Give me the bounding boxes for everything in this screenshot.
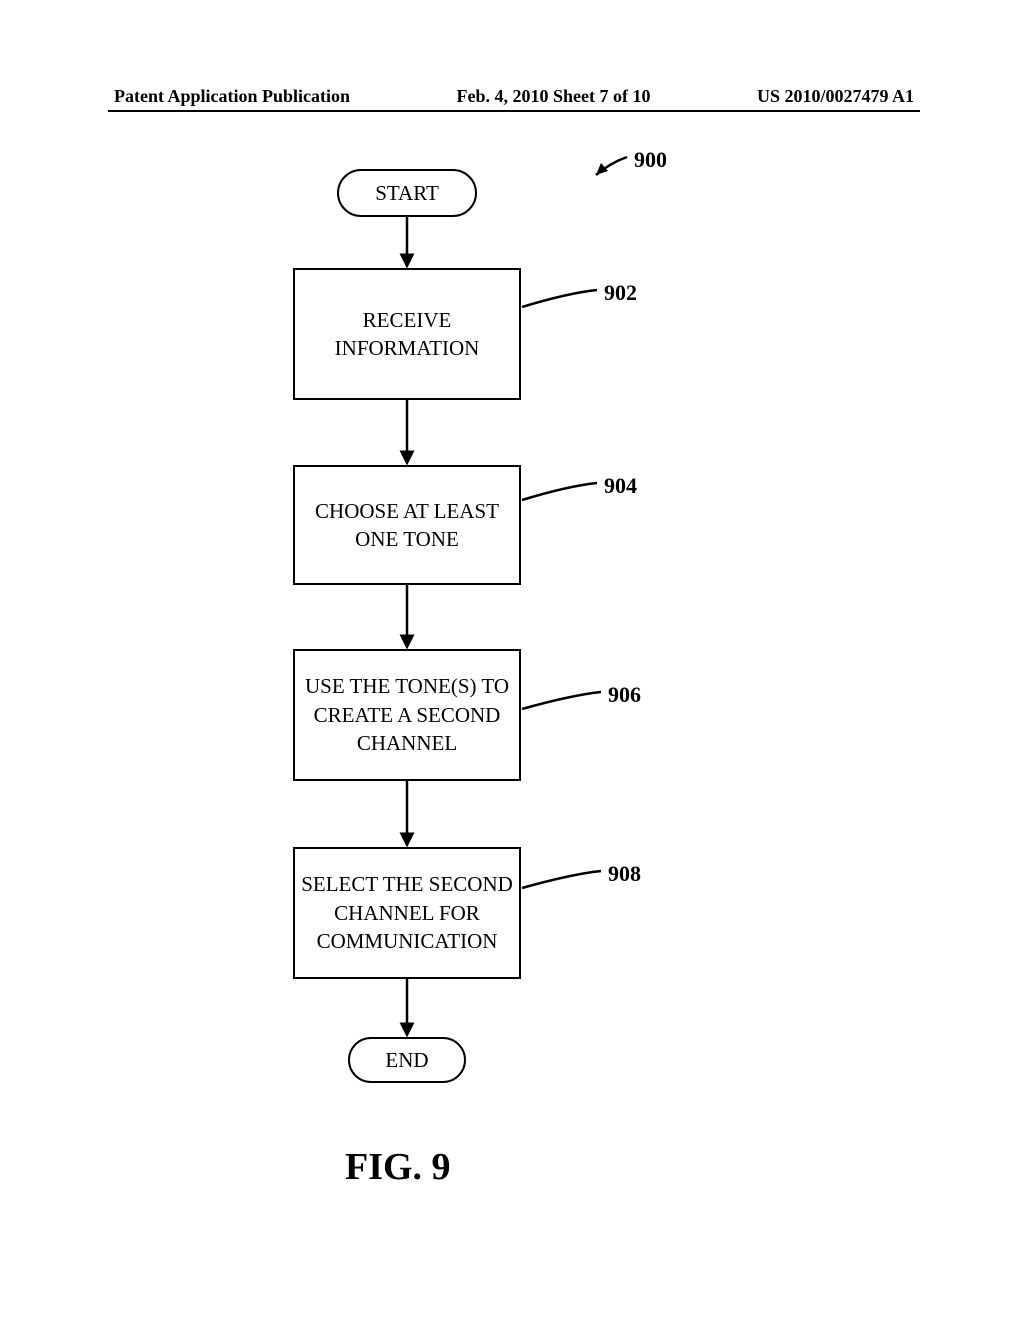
flowchart-node-n902: RECEIVE INFORMATION [293, 268, 521, 400]
flowchart-node-n908: SELECT THE SECOND CHANNEL FOR COMMUNICAT… [293, 847, 521, 979]
header-left: Patent Application Publication [114, 86, 350, 107]
figure-label: FIG. 9 [345, 1145, 451, 1189]
reference-label-900: 900 [634, 147, 667, 173]
header-rule [108, 110, 920, 112]
flowchart-node-n904: CHOOSE AT LEAST ONE TONE [293, 465, 521, 585]
reference-label-904: 904 [604, 473, 637, 499]
reference-label-906: 906 [608, 682, 641, 708]
flowchart-node-n906: USE THE TONE(S) TO CREATE A SECOND CHANN… [293, 649, 521, 781]
page-header: Patent Application Publication Feb. 4, 2… [0, 86, 1024, 107]
flowchart-node-start: START [337, 169, 477, 217]
header-center: Feb. 4, 2010 Sheet 7 of 10 [457, 86, 651, 107]
header-right: US 2010/0027479 A1 [757, 86, 914, 107]
reference-label-908: 908 [608, 861, 641, 887]
reference-label-902: 902 [604, 280, 637, 306]
flowchart-node-end: END [348, 1037, 466, 1083]
